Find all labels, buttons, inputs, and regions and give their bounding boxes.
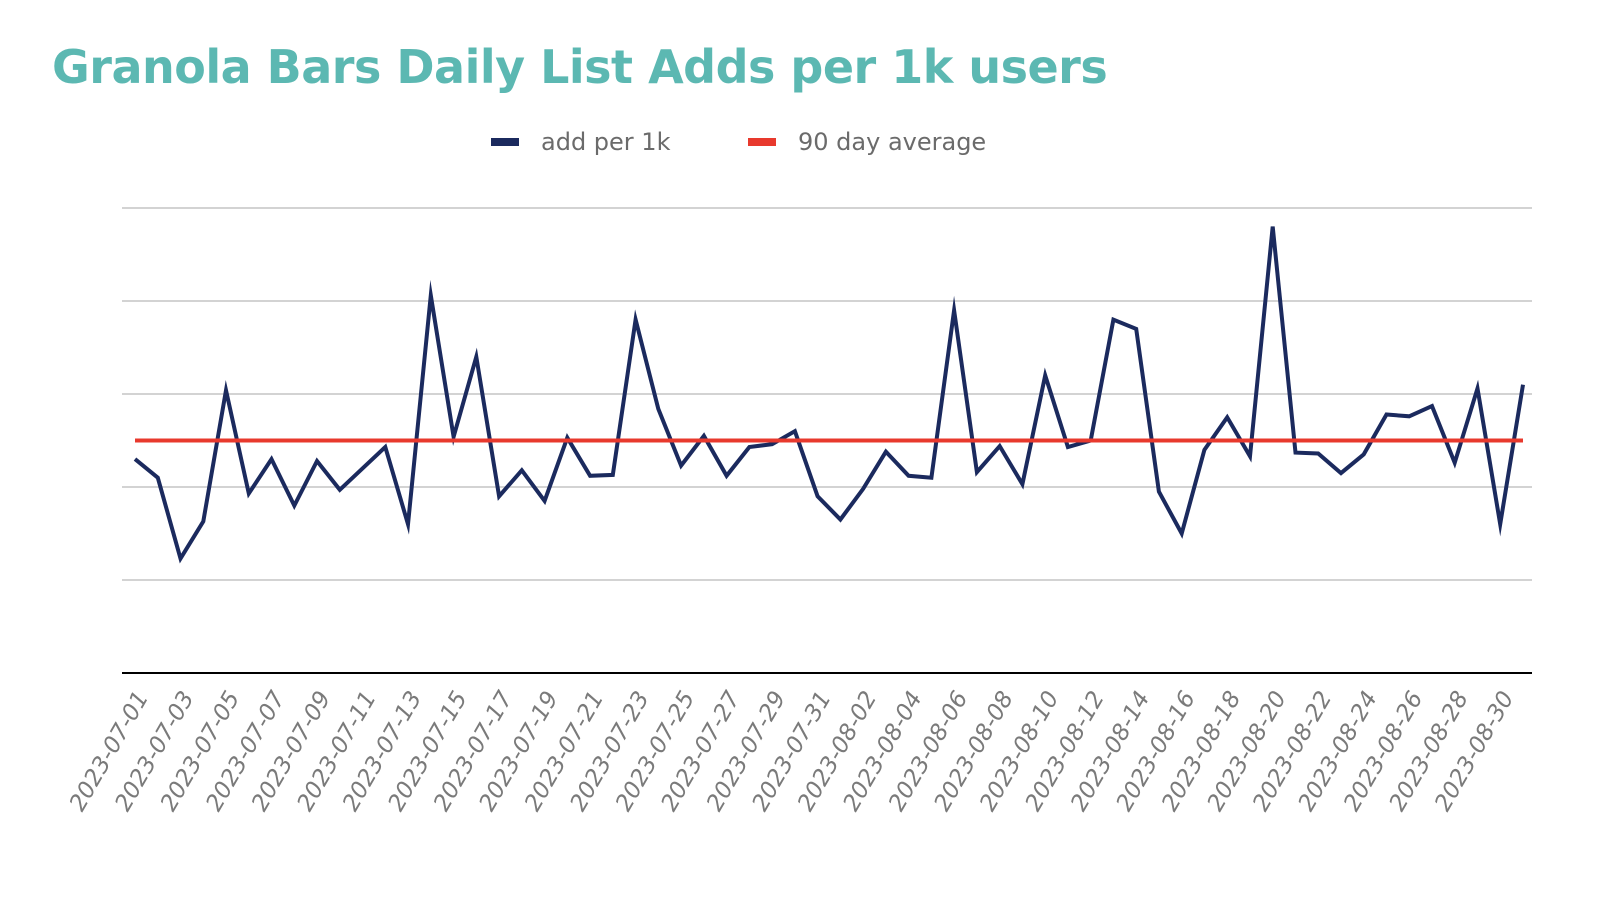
- legend-label-90-day-average: 90 day average: [798, 128, 987, 156]
- series-line-add-per-1k: [133, 226, 1525, 564]
- series-layer: [133, 226, 1525, 564]
- gridlines: [122, 207, 1532, 674]
- legend-swatch-add-per-1k: [491, 138, 519, 146]
- legend-swatch-90-day-average: [748, 138, 776, 146]
- x-tick-labels: 2023-07-012023-07-032023-07-052023-07-07…: [65, 687, 1520, 816]
- legend-label-add-per-1k: add per 1k: [541, 128, 671, 156]
- legend-item-add-per-1k[interactable]: add per 1k: [491, 122, 670, 162]
- legend-item-90-day-average[interactable]: 90 day average: [748, 122, 986, 162]
- chart-title: Granola Bars Daily List Adds per 1k user…: [52, 40, 1108, 94]
- legend: add per 1k 90 day average: [0, 122, 1600, 162]
